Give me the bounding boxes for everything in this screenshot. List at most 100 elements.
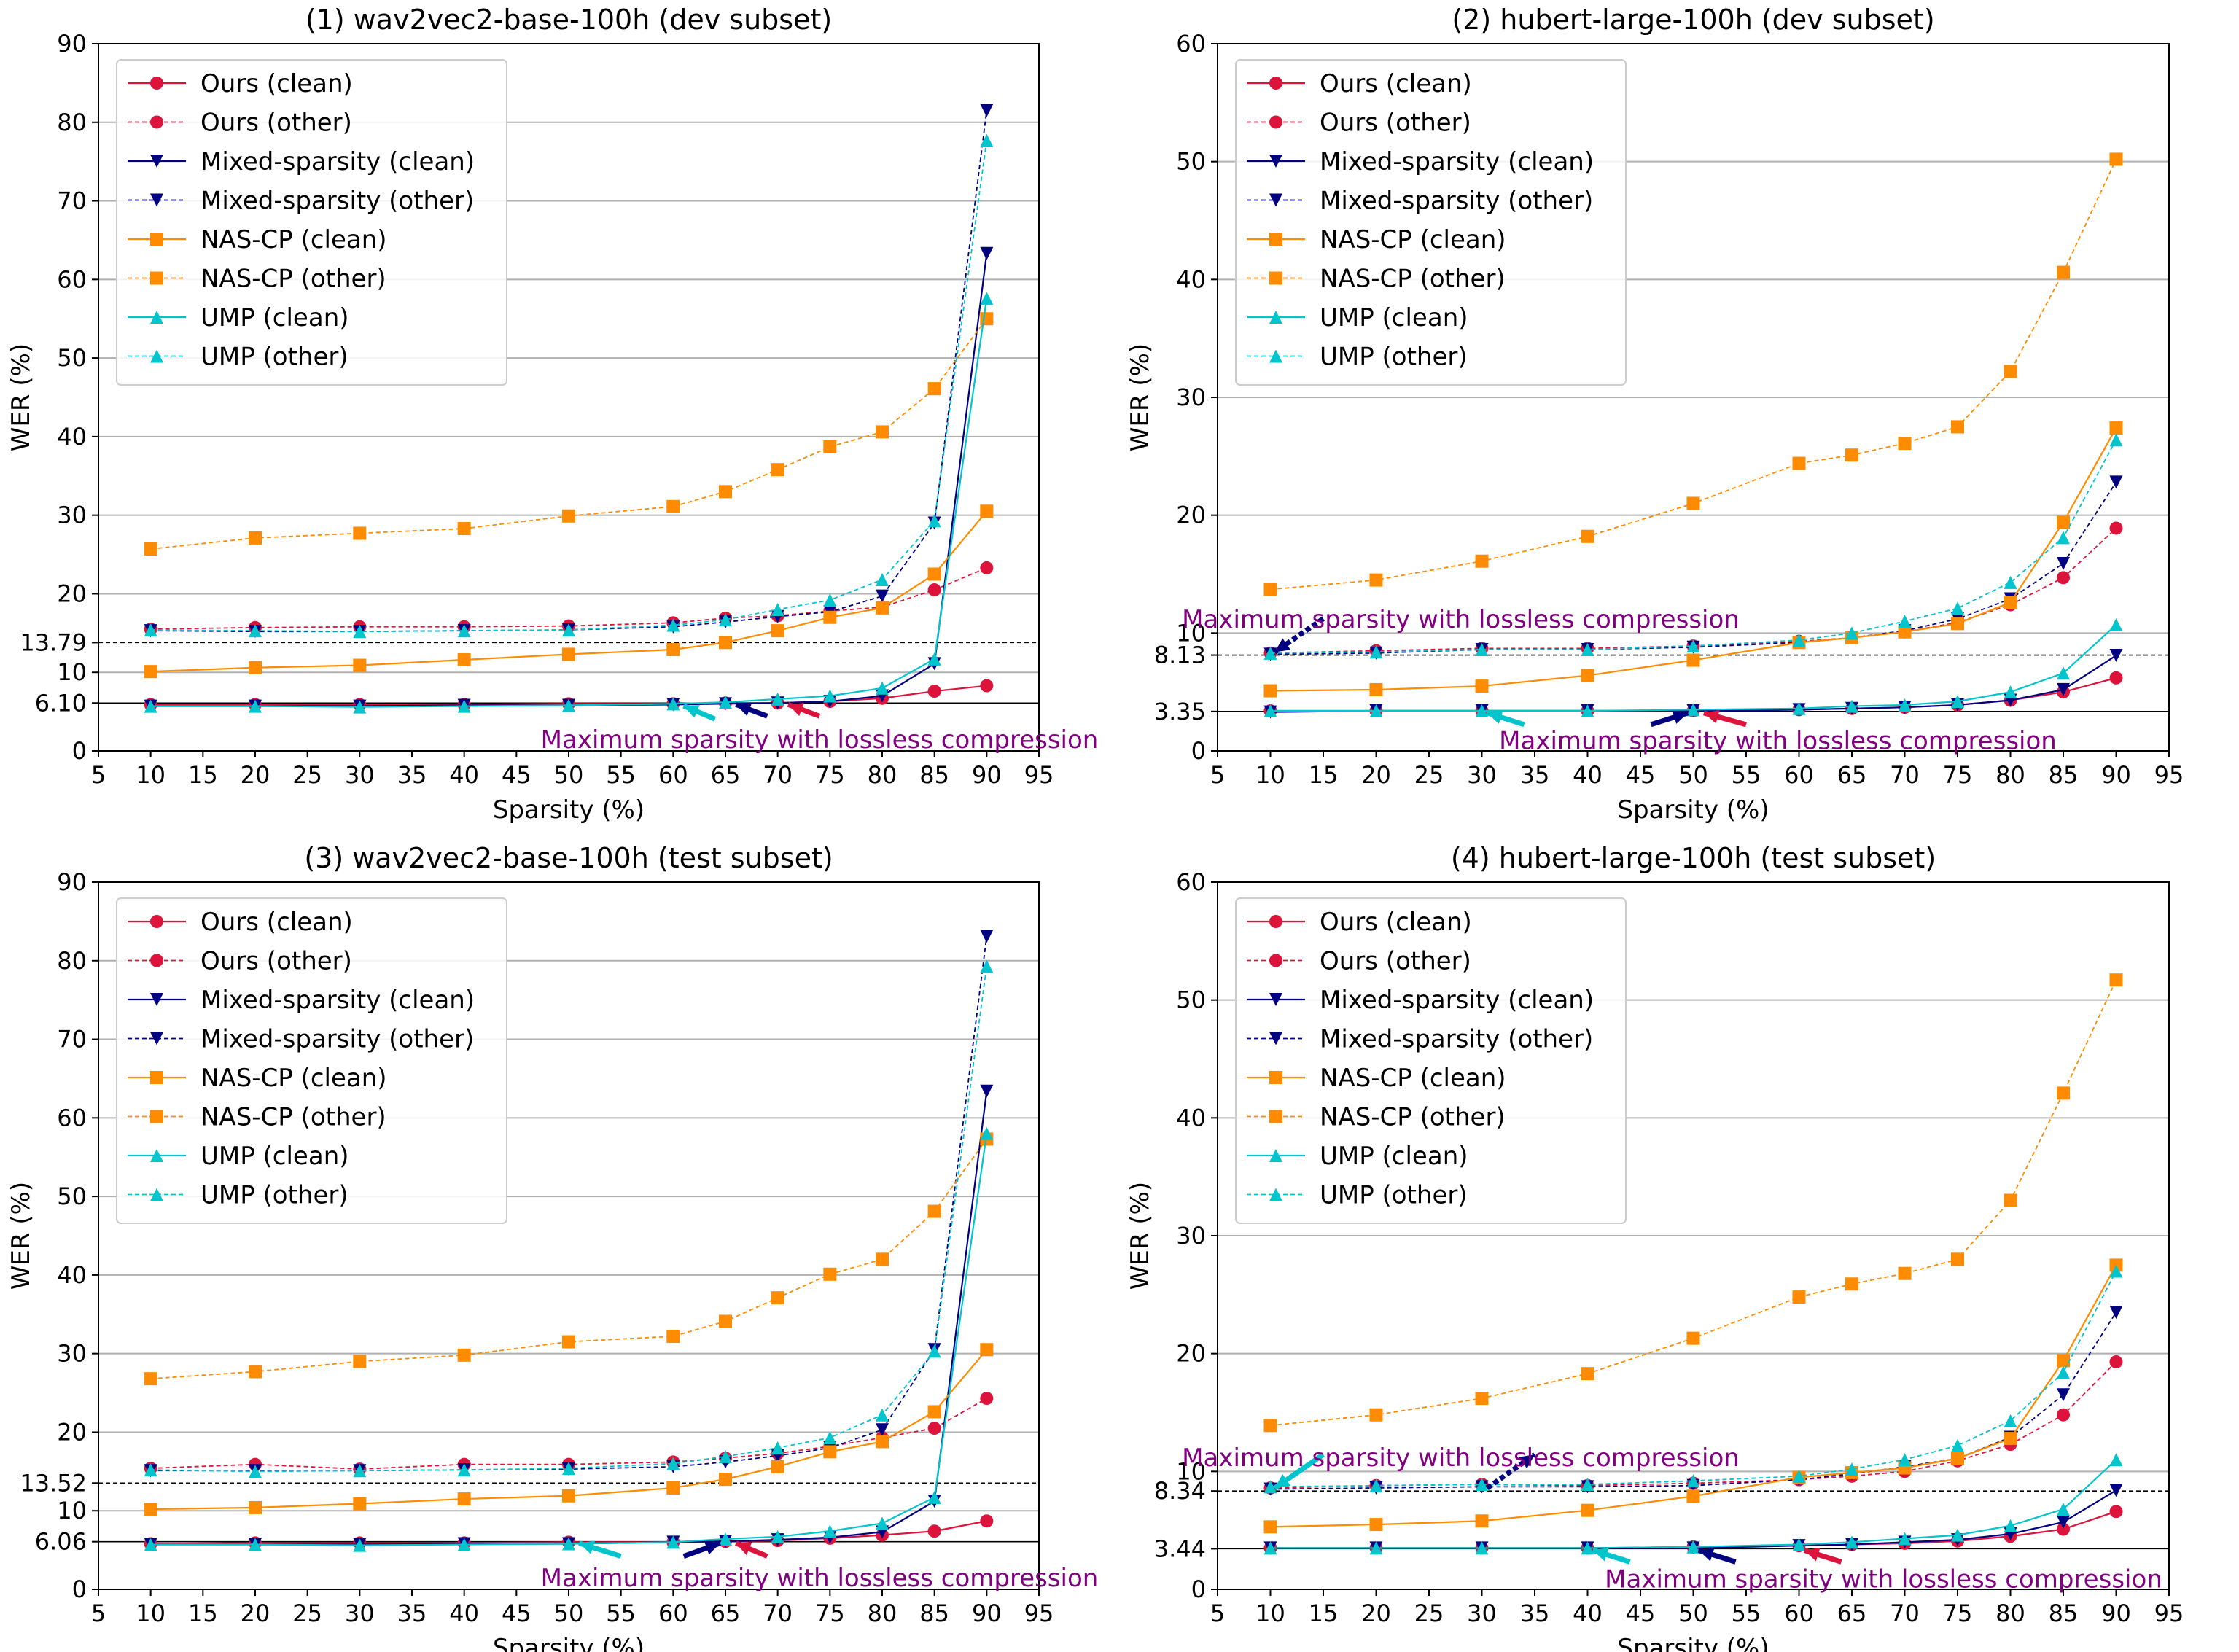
data-point: [1369, 573, 1383, 587]
data-point: [980, 959, 994, 973]
data-point: [823, 1267, 837, 1281]
x-tick-label: 75: [815, 1600, 845, 1627]
data-point: [980, 1126, 994, 1140]
data-point: [876, 681, 889, 695]
x-tick-label: 25: [1414, 1600, 1444, 1627]
y-tick-label: 60: [57, 265, 87, 293]
x-tick-label: 95: [2154, 761, 2184, 789]
x-tick-label: 30: [1467, 1600, 1497, 1627]
legend-marker: [150, 349, 163, 363]
y-tick-label: 0: [1191, 1575, 1206, 1603]
data-point: [719, 613, 732, 627]
data-point: [249, 699, 262, 713]
x-tick-label: 40: [1573, 1600, 1603, 1627]
x-tick-label: 70: [763, 1600, 793, 1627]
data-point: [144, 1538, 157, 1551]
y-tick-label: 40: [57, 1261, 87, 1289]
data-point: [2109, 1453, 2123, 1467]
annotation-label: Maximum sparsity with lossless compressi…: [541, 1564, 1099, 1593]
legend-marker: [1269, 311, 1282, 324]
y-axis-label: WER (%): [7, 1182, 36, 1290]
x-tick-label: 35: [1520, 1600, 1550, 1627]
data-point: [1475, 1541, 1489, 1555]
data-point: [980, 1343, 994, 1357]
series-line: [1270, 1264, 2117, 1528]
data-point: [2109, 1505, 2123, 1519]
series-nas-cp-clean: [144, 504, 994, 679]
data-point: [876, 1252, 889, 1266]
data-point: [2057, 666, 2070, 680]
x-tick-label: 85: [2049, 761, 2079, 789]
legend-label: NAS-CP (other): [200, 265, 386, 294]
data-point: [2057, 571, 2070, 585]
data-point: [1369, 682, 1383, 696]
y-tick-label: 20: [57, 1418, 87, 1446]
x-tick-label: 65: [1837, 761, 1867, 789]
data-point: [1898, 1453, 1912, 1467]
y-tick-label: 40: [1176, 265, 1206, 293]
x-tick-label: 30: [345, 761, 375, 789]
data-point: [249, 1465, 262, 1478]
y-tick-label: 10: [1176, 619, 1206, 647]
y-tick-label: 90: [57, 30, 87, 58]
x-axis-label: Sparsity (%): [493, 1634, 645, 1652]
legend-label: Mixed-sparsity (other): [200, 187, 474, 216]
x-tick-label: 20: [1361, 1600, 1391, 1627]
series-ump-other: [1263, 433, 2123, 660]
data-point: [1581, 1367, 1594, 1381]
data-point: [144, 542, 157, 556]
data-point: [1263, 646, 1277, 660]
x-tick-label: 65: [711, 761, 741, 789]
data-point: [1845, 626, 1858, 640]
x-tick-label: 95: [1024, 761, 1054, 789]
x-tick-label: 10: [1255, 761, 1285, 789]
data-point: [2109, 1306, 2123, 1320]
annotation-label: Maximum sparsity with lossless compressi…: [1182, 605, 1740, 634]
legend: Ours (clean) Ours (other) Mixed-sparsity (…: [116, 59, 507, 386]
series-nas-cp-other: [1263, 973, 2123, 1433]
chart-title: (2) hubert-large-100h (dev subset): [1452, 4, 1934, 36]
legend-marker: [1269, 155, 1282, 168]
data-point: [1686, 653, 1700, 667]
x-tick-label: 10: [1255, 1600, 1285, 1627]
annotation-arrowhead: [1804, 1548, 1821, 1562]
data-point: [1845, 699, 1858, 713]
data-point: [2057, 515, 2070, 529]
annotation: Maximum sparsity with lossless compressi…: [1182, 1443, 2162, 1594]
y-tick-label: 70: [57, 1026, 87, 1053]
data-point: [1951, 1438, 1964, 1452]
reference-line-label: 13.79: [20, 628, 87, 656]
data-point: [1845, 448, 1858, 462]
legend-marker: [1269, 1188, 1282, 1201]
legend-marker: [1269, 1149, 1282, 1162]
data-point: [353, 658, 367, 672]
series-line: [150, 567, 987, 630]
data-point: [1951, 1528, 1964, 1542]
annotation-arrowhead: [579, 1540, 596, 1554]
data-point: [1898, 437, 1912, 451]
x-tick-label: 90: [2101, 1600, 2131, 1627]
x-tick-label: 5: [1210, 761, 1225, 789]
legend-marker: [1269, 271, 1282, 285]
data-point: [1263, 1419, 1277, 1433]
data-point: [562, 647, 575, 661]
data-point: [1369, 1478, 1383, 1492]
y-tick-label: 0: [1191, 737, 1206, 765]
x-tick-label: 50: [554, 761, 584, 789]
data-point: [1686, 1474, 1700, 1488]
legend-marker: [1269, 915, 1282, 928]
x-tick-label: 70: [1890, 1600, 1920, 1627]
data-point: [1475, 1392, 1489, 1406]
legend-label: NAS-CP (other): [200, 1103, 386, 1132]
series-line: [150, 1138, 988, 1380]
legend-label: NAS-CP (clean): [1320, 225, 1506, 254]
y-tick-label: 50: [1176, 148, 1206, 176]
x-tick-label: 60: [1784, 1600, 1814, 1627]
data-point: [562, 509, 575, 523]
data-point: [2057, 531, 2070, 545]
x-tick-label: 15: [188, 1600, 218, 1627]
reference-line-label: 6.06: [35, 1528, 87, 1556]
legend-label: Ours (clean): [1320, 908, 1472, 937]
x-tick-label: 45: [1626, 761, 1656, 789]
